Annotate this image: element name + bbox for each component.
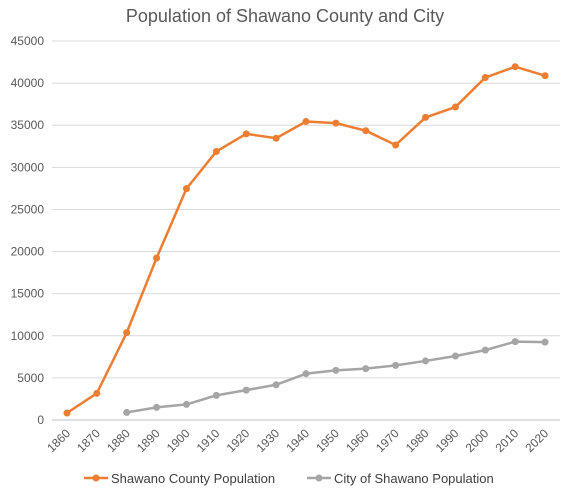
series-lines [63,63,549,417]
x-tick-label: 2010 [493,426,522,455]
x-tick-label: 1890 [134,426,163,455]
y-tick-label: 0 [37,413,44,427]
data-point [362,127,370,135]
legend-item-city: City of Shawano Population [307,471,494,486]
x-tick-label: 1990 [433,426,462,455]
data-point [451,103,459,111]
x-axis-ticks: 1860 1870 1880 1890 1900 1910 1920 1930 1940 1950… [44,426,551,455]
series-1 [63,63,549,417]
series-2 [123,338,549,416]
y-tick-label: 45000 [11,34,45,48]
data-point [302,118,310,126]
legend: Shawano County Population City of Shawan… [84,471,494,486]
gridlines [52,40,560,421]
data-point [302,370,310,378]
chart-title: Population of Shawano County and City [126,6,444,26]
y-tick-label: 10000 [11,329,45,343]
data-point [242,386,250,394]
data-point [212,391,220,399]
data-point [212,147,220,155]
y-tick-label: 40000 [11,76,45,90]
data-point [481,346,489,354]
data-point [422,113,430,121]
x-tick-label: 1980 [403,426,432,455]
x-tick-label: 1950 [313,426,342,455]
data-point [63,409,71,417]
x-tick-label: 2020 [522,426,551,455]
y-tick-label: 5000 [17,371,44,385]
x-tick-label: 1870 [74,426,103,455]
legend-marker-city [315,474,323,482]
x-tick-label: 2000 [463,426,492,455]
data-point [123,329,131,337]
y-tick-label: 35000 [11,118,45,132]
x-tick-label: 1970 [373,426,402,455]
y-axis-ticks: 0 5000 10000 15000 20000 25000 30000 35000 40000… [11,34,45,427]
data-point [153,254,161,262]
x-tick-label: 1920 [224,426,253,455]
data-point [153,403,161,411]
data-point [422,357,430,365]
x-tick-label: 1940 [283,426,312,455]
data-point [272,381,280,389]
data-point [392,141,400,149]
x-tick-label: 1860 [44,426,73,455]
data-point [451,352,459,360]
data-point [123,408,131,416]
data-point [182,185,190,193]
data-point [93,389,101,397]
data-point [511,63,519,71]
y-tick-label: 25000 [11,202,45,216]
data-point [541,338,549,346]
legend-item-county: Shawano County Population [84,471,275,486]
data-point [332,366,340,374]
data-point [511,338,519,346]
data-point [362,365,370,373]
data-point [332,119,340,127]
data-point [182,400,190,408]
y-tick-label: 30000 [11,160,45,174]
legend-marker-county [92,474,100,482]
x-tick-label: 1960 [343,426,372,455]
x-tick-label: 1930 [253,426,282,455]
series-line [126,340,546,414]
data-point [272,134,280,142]
x-tick-label: 1900 [164,426,193,455]
data-point [242,130,250,138]
x-tick-label: 1880 [104,426,133,455]
y-tick-label: 15000 [11,287,45,301]
y-tick-label: 20000 [11,245,45,259]
data-point [541,72,549,80]
data-point [481,74,489,82]
legend-label-city: City of Shawano Population [334,471,494,486]
x-tick-label: 1910 [194,426,223,455]
data-point [392,361,400,369]
legend-label-county: Shawano County Population [111,471,275,486]
